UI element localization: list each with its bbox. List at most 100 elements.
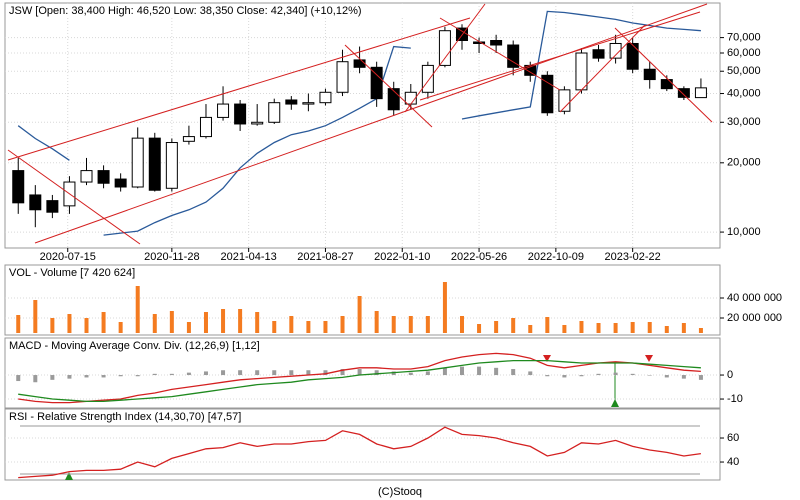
bar xyxy=(408,372,413,376)
bar xyxy=(613,323,618,333)
bar xyxy=(306,370,311,376)
candle-body xyxy=(319,91,332,104)
bar xyxy=(442,367,447,376)
bar xyxy=(169,311,174,333)
candle-body xyxy=(490,39,503,46)
bar xyxy=(681,323,686,333)
bar xyxy=(562,325,567,333)
y-tick-label: 60 xyxy=(727,432,739,444)
candle-body xyxy=(387,88,400,111)
candle-body xyxy=(438,30,451,66)
bar xyxy=(596,373,601,376)
bar xyxy=(50,375,55,380)
y-tick-label: 0 xyxy=(727,369,733,381)
bar xyxy=(357,296,362,333)
y-tick-label: 20 000 000 xyxy=(727,312,782,324)
candle-body xyxy=(541,74,554,114)
title-bg xyxy=(6,339,302,353)
candle-body xyxy=(148,137,161,191)
bar xyxy=(579,321,584,333)
buy-signal xyxy=(611,399,619,407)
bar xyxy=(16,375,21,382)
candle-body xyxy=(507,44,520,68)
y-tick-label: 10,000 xyxy=(727,226,761,238)
bar xyxy=(272,321,277,333)
x-tick-label: 2020-11-28 xyxy=(144,251,199,263)
title-bg xyxy=(6,4,425,18)
candle-body xyxy=(80,170,93,183)
bar xyxy=(67,375,72,379)
sell-signal xyxy=(543,355,551,362)
trend-lines xyxy=(7,3,713,245)
bar xyxy=(84,375,89,378)
bar xyxy=(545,317,550,333)
bar xyxy=(681,375,686,379)
x-tick-label: 2021-08-27 xyxy=(297,251,353,263)
bar xyxy=(630,322,635,333)
bar xyxy=(562,375,567,378)
title-bg xyxy=(6,410,296,424)
candle-body xyxy=(609,42,622,59)
bar xyxy=(238,309,243,333)
panel-title: RSI - Relative Strength Index (14,30,70)… xyxy=(9,411,241,423)
candle-body xyxy=(268,102,281,123)
trend-line xyxy=(614,27,713,123)
bar xyxy=(16,315,21,333)
y-tick-label: 40 000 000 xyxy=(727,292,782,304)
bar xyxy=(630,373,635,376)
bar xyxy=(221,370,226,376)
bar xyxy=(596,323,601,333)
bar xyxy=(67,314,72,333)
trend-line xyxy=(419,11,701,101)
y-tick-label: 40 xyxy=(727,456,739,468)
sell-signal xyxy=(645,355,653,362)
bar xyxy=(101,375,106,378)
x-tick-label: 2023-02-22 xyxy=(605,251,661,263)
candle-body xyxy=(234,103,247,125)
bar xyxy=(494,321,499,333)
bar xyxy=(152,314,157,333)
bar xyxy=(477,324,482,333)
y-tick-label: 50,000 xyxy=(727,65,761,77)
indicator-line xyxy=(17,10,701,236)
trend-line xyxy=(7,149,141,245)
bar xyxy=(33,375,38,383)
candle-body xyxy=(370,66,383,100)
bar xyxy=(135,375,140,377)
bar xyxy=(238,370,243,376)
bar xyxy=(33,300,38,333)
candle-body xyxy=(182,136,195,142)
trend-line xyxy=(34,3,708,244)
bar xyxy=(408,316,413,333)
bar xyxy=(50,318,55,333)
x-tick-label: 2022-10-09 xyxy=(528,251,584,263)
bar xyxy=(323,370,328,376)
candle-body xyxy=(353,59,366,68)
x-tick-label: 2021-04-13 xyxy=(221,251,277,263)
bar xyxy=(511,369,516,376)
bar xyxy=(84,318,89,333)
indicator-line xyxy=(18,352,701,404)
bar xyxy=(459,366,464,376)
bar xyxy=(186,322,191,333)
trend-line xyxy=(559,24,646,113)
y-tick-label: 30,000 xyxy=(727,116,761,128)
candle-body xyxy=(336,61,349,93)
bar xyxy=(459,316,464,333)
bar xyxy=(340,369,345,376)
bar xyxy=(664,326,669,333)
x-tick-label: 2020-07-15 xyxy=(40,251,96,263)
bar xyxy=(425,316,430,333)
bar xyxy=(272,370,277,376)
candle-body xyxy=(29,194,42,211)
y-tick-label: 40,000 xyxy=(727,87,761,99)
candle-body xyxy=(251,121,264,125)
candle-body xyxy=(592,49,605,59)
trend-line xyxy=(439,17,561,91)
bar xyxy=(425,371,430,376)
x-tick-label: 2022-05-26 xyxy=(451,251,507,263)
candle-body xyxy=(558,89,571,112)
buy-signal xyxy=(65,472,73,480)
candle-body xyxy=(97,170,110,184)
